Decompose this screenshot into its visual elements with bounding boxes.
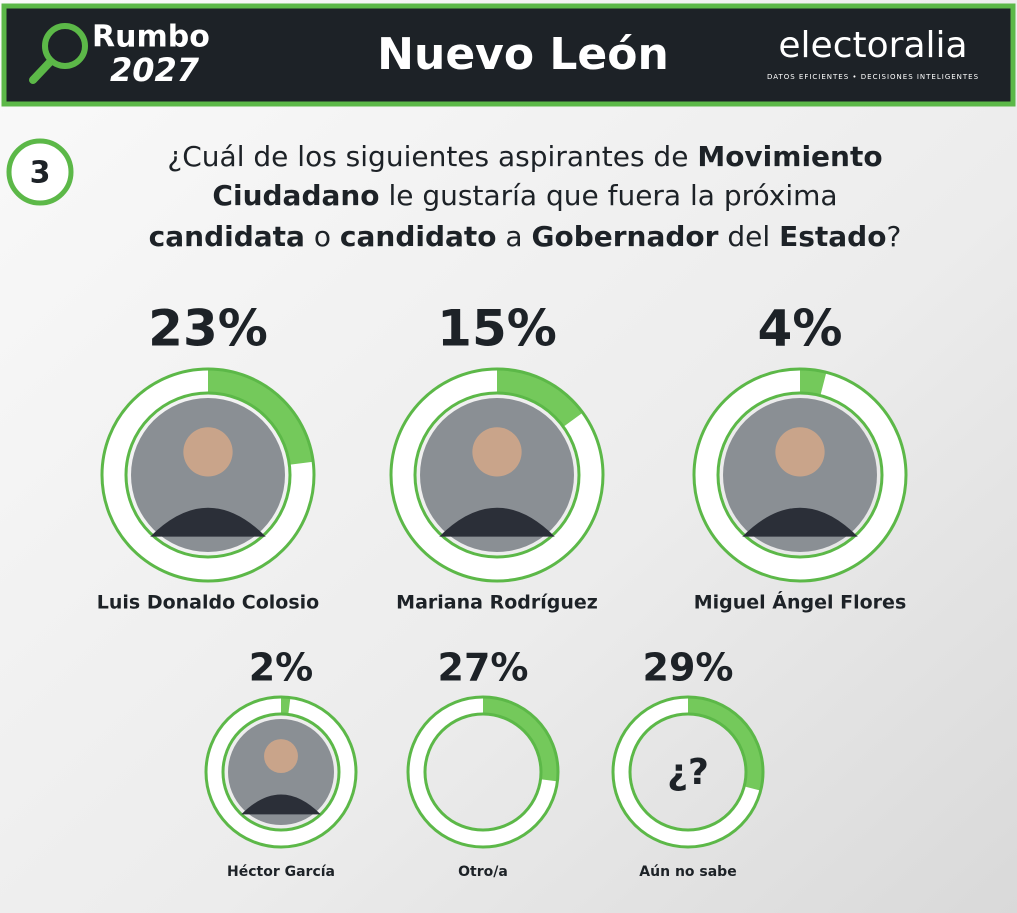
photo-body	[150, 507, 266, 537]
candidate-name: Otro/a	[458, 864, 508, 880]
ring-outline-outer	[100, 367, 316, 583]
question-segment: ?	[886, 220, 901, 253]
value-label: 2%	[249, 646, 314, 690]
question-segment: Ciudadano	[212, 179, 379, 212]
candidate-name: Luis Donaldo Colosio	[97, 592, 319, 614]
value-label: 4%	[758, 300, 843, 358]
chart: ¿Cuál de los siguientes aspirantes de Mo…	[97, 140, 908, 880]
candidate-name: Aún no sabe	[639, 864, 736, 880]
photo-head	[775, 427, 825, 477]
donut-arc	[687, 698, 762, 791]
question-segment: Movimiento	[697, 140, 882, 173]
center-label: ¿?	[667, 752, 709, 793]
value-label: 23%	[148, 300, 268, 358]
question-segment: del	[718, 220, 779, 253]
ring-outline-inner	[221, 712, 341, 832]
photo-head	[472, 427, 522, 477]
ring-outline-inner	[716, 391, 884, 559]
question-segment: le gustaría que fuera la próxima	[380, 179, 838, 212]
ring-outline-inner	[124, 391, 292, 559]
value-label: 27%	[438, 646, 529, 690]
question-segment: o	[305, 220, 340, 253]
ring-outline-outer	[389, 367, 605, 583]
tagline: DATOS EFICIENTES • DECISIONES INTELIGENT…	[767, 73, 979, 81]
question-segment: Gobernador	[532, 220, 719, 253]
candidate-name: Héctor García	[227, 864, 335, 880]
donut-arc	[482, 698, 557, 782]
ring-outline-inner	[423, 712, 543, 832]
logo-lens	[42, 23, 88, 69]
question-segment: ¿Cuál de los siguientes aspirantes de	[167, 140, 697, 173]
question-segment: a	[497, 220, 532, 253]
candidate-name: Miguel Ángel Flores	[694, 591, 907, 614]
photo-head	[183, 427, 233, 477]
ring-outline-outer	[692, 367, 908, 583]
value-label: 15%	[437, 300, 557, 358]
ring-outline-inner	[628, 712, 748, 832]
region-title: Nuevo León	[377, 29, 669, 80]
photo-head	[264, 739, 298, 774]
photo-body	[742, 507, 858, 537]
ring-outline-outer	[204, 695, 358, 849]
photo-body	[439, 507, 555, 537]
question-line: Ciudadano le gustaría que fuera la próxi…	[212, 179, 837, 212]
donut-arc	[496, 370, 582, 427]
logo-handle	[29, 58, 54, 84]
ring-outline-inner	[413, 391, 581, 559]
brand-top: Rumbo	[92, 20, 210, 55]
question-line: candidata o candidato a Gobernador del E…	[149, 220, 902, 253]
question-line: ¿Cuál de los siguientes aspirantes de Mo…	[167, 140, 882, 173]
question-segment: candidato	[340, 220, 497, 253]
ring-outline-outer	[406, 695, 560, 849]
question-segment: Estado	[779, 220, 886, 253]
company-name: electoralia	[778, 25, 967, 66]
donut-arc	[280, 698, 291, 714]
photo-body	[241, 794, 321, 815]
donut-arc	[799, 370, 827, 395]
brand-bottom: 2027	[110, 51, 200, 89]
donut-arc	[207, 370, 313, 465]
value-label: 29%	[643, 646, 734, 690]
question-segment: candidata	[149, 220, 305, 253]
question-number: 3	[30, 156, 51, 191]
question-badge	[6, 138, 74, 206]
ring-outline-outer	[611, 695, 765, 849]
candidate-name: Mariana Rodríguez	[396, 592, 598, 614]
header-band	[1, 3, 1016, 107]
